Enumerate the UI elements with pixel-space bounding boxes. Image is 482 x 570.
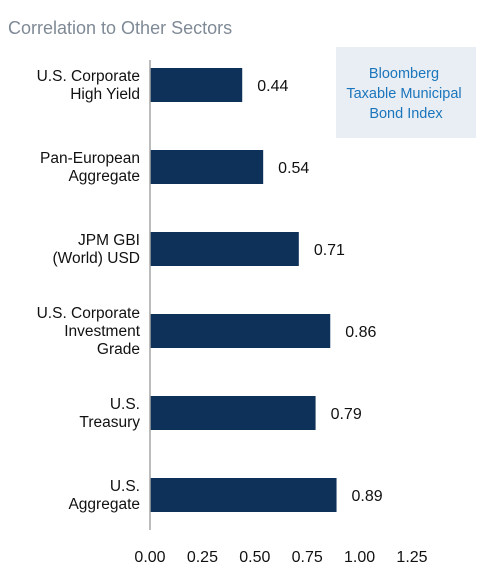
category-label-line: U.S. <box>110 396 140 413</box>
legend-line: Bloomberg <box>369 66 439 82</box>
category-label-line: U.S. <box>110 478 140 495</box>
category-label: U.S. Corporate High Yield <box>37 68 140 103</box>
bar <box>150 232 299 266</box>
category-label-line: Investment <box>64 323 141 340</box>
bar-value-label: 0.79 <box>331 406 362 423</box>
bar-value-label: 0.86 <box>345 324 376 341</box>
legend-line: Bond Index <box>369 106 443 122</box>
bar <box>150 314 331 348</box>
category-label-line: Aggregate <box>68 496 140 513</box>
bar-value-label: 0.54 <box>278 160 309 177</box>
category-label-line: JPM GBI <box>78 232 140 249</box>
category-label-line: U.S. Corporate <box>37 68 140 85</box>
category-label: JPM GBI (World) USD <box>52 232 140 267</box>
bar-value-label: 0.71 <box>314 242 345 259</box>
x-tick-label: 0.00 <box>134 549 165 566</box>
category-label: U.S. Treasury <box>79 396 140 431</box>
bar <box>150 396 316 430</box>
legend-box: Bloomberg Taxable Municipal Bond Index <box>336 47 476 138</box>
chart-title: Correlation to Other Sectors <box>8 18 232 38</box>
category-label: Pan-European Aggregate <box>40 150 140 185</box>
category-label-line: Pan-European <box>40 150 140 167</box>
category-label: U.S. Aggregate <box>68 478 140 513</box>
x-tick-label: 1.25 <box>396 549 427 566</box>
x-tick-label: 1.00 <box>344 549 375 566</box>
category-label-line: Grade <box>97 341 140 358</box>
category-label-line: Treasury <box>79 414 140 431</box>
x-tick-label: 0.75 <box>292 549 323 566</box>
category-label-line: Aggregate <box>68 168 140 185</box>
bar <box>150 68 243 102</box>
legend-background <box>336 47 476 138</box>
category-label: U.S. Corporate Investment Grade <box>37 305 141 358</box>
x-axis-ticks: 0.00 0.25 0.50 0.75 1.00 1.25 <box>134 549 427 566</box>
category-label-line: U.S. Corporate <box>37 305 140 322</box>
bar <box>150 478 337 512</box>
x-tick-label: 0.25 <box>187 549 218 566</box>
bar-value-label: 0.44 <box>257 78 288 95</box>
category-label-line: (World) USD <box>52 250 140 267</box>
category-label-line: High Yield <box>70 86 140 103</box>
legend-line: Taxable Municipal <box>346 86 461 102</box>
x-tick-label: 0.50 <box>239 549 270 566</box>
legend-text: Bloomberg Taxable Municipal Bond Index <box>346 66 465 122</box>
bar-value-label: 0.89 <box>352 488 383 505</box>
bars-layer: 0.44U.S. Corporate High Yield0.54Pan-Euro… <box>37 68 383 513</box>
bar <box>150 150 264 184</box>
